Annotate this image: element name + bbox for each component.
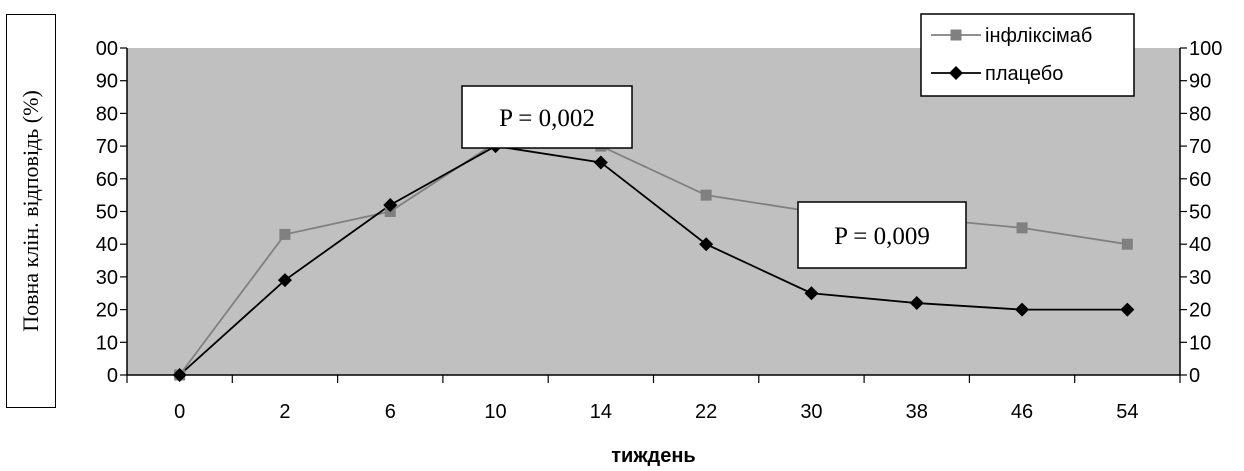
data-point (909, 296, 924, 311)
x-tick-label: 54 (1116, 401, 1138, 423)
legend-label: інфліксімаб (985, 25, 1092, 47)
y-tick-label-left: 00 (96, 38, 118, 60)
y-tick-label-right: 20 (1189, 300, 1211, 322)
x-tick-label: 14 (590, 401, 612, 423)
y-tick-label-right: 70 (1189, 136, 1211, 158)
y-tick-label-right: 60 (1189, 169, 1211, 191)
y-tick-label-left: 70 (96, 136, 118, 158)
data-point (700, 189, 712, 201)
legend: інфліксімаб плацебо (920, 13, 1135, 97)
x-axis-title: тиждень (611, 445, 695, 467)
series-line (179, 145, 1128, 376)
data-point (1015, 302, 1030, 317)
y-tick-label-left: 20 (96, 300, 118, 322)
y-tick-label-right: 30 (1189, 267, 1211, 289)
x-tick-label: 0 (174, 401, 185, 423)
x-tick-label: 46 (1011, 401, 1033, 423)
data-point (950, 29, 962, 41)
data-point (1120, 302, 1135, 317)
y-tick-label-left: 50 (96, 202, 118, 224)
y-tick-label-right: 90 (1189, 71, 1211, 93)
data-point (1121, 238, 1133, 250)
y-tick-label-left: 90 (96, 71, 118, 93)
data-point (279, 228, 291, 240)
y-tick-label-left: 80 (96, 103, 118, 125)
x-tick-label: 30 (800, 401, 822, 423)
legend-label: плацебо (985, 63, 1063, 85)
x-tick-label: 10 (484, 401, 506, 423)
x-tick-label: 6 (385, 401, 396, 423)
data-point (383, 197, 398, 212)
y-tick-label-left: 0 (107, 365, 118, 387)
data-point (804, 286, 819, 301)
y-tick-label-right: 80 (1189, 103, 1211, 125)
y-tick-label-right: 50 (1189, 202, 1211, 224)
y-axis-title-box: Повна клін. відповідь (%) (6, 14, 56, 408)
y-tick-label-right: 100 (1189, 38, 1222, 60)
y-tick-label-left: 10 (96, 332, 118, 354)
y-tick-label-right: 0 (1189, 365, 1200, 387)
data-point (593, 155, 608, 170)
y-tick-label-right: 40 (1189, 234, 1211, 256)
plot-area (127, 48, 1180, 375)
annotations: P = 0,002 P = 0,009 (461, 85, 967, 269)
x-tick-label: 22 (695, 401, 717, 423)
data-point (699, 237, 714, 252)
series-line (178, 141, 1128, 376)
annotation-text: P = 0,009 (834, 223, 930, 250)
data-point (172, 368, 187, 382)
data-point (949, 66, 963, 80)
x-tick-label: 2 (279, 401, 290, 423)
x-tick-label: 38 (906, 401, 928, 423)
y-tick-label-left: 40 (96, 234, 118, 256)
annotation-box (797, 201, 967, 269)
y-tick-label-left: 60 (96, 169, 118, 191)
y-tick-label-left: 30 (96, 267, 118, 289)
annotation-text: P = 0,002 (499, 105, 595, 132)
legend-box (920, 13, 1135, 97)
y-tick-label-right: 10 (1189, 332, 1211, 354)
data-point (1016, 222, 1028, 234)
data-point (277, 273, 292, 288)
annotation-box (461, 85, 633, 149)
